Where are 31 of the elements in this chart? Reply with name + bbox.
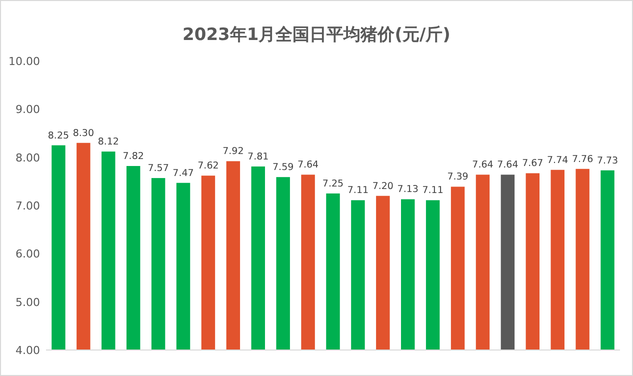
data-label: 7.62 [198, 160, 219, 172]
y-tick-label: 10.00 [8, 55, 40, 68]
y-tick-label: 4.00 [16, 344, 40, 357]
data-label: 7.13 [397, 184, 418, 196]
data-label: 7.76 [572, 154, 594, 165]
data-label: 7.11 [347, 185, 369, 196]
data-label: 8.12 [98, 136, 119, 148]
data-label: 7.64 [497, 160, 518, 171]
data-label: 7.82 [122, 151, 144, 162]
data-label: 7.20 [372, 180, 394, 192]
data-label: 7.39 [447, 172, 468, 183]
data-label: 7.25 [322, 178, 344, 190]
data-label: 8.25 [48, 130, 70, 142]
data-label: 7.57 [148, 163, 169, 174]
chart-title: 2023年1月全国日平均猪价(元/斤) [182, 25, 450, 45]
data-label: 7.59 [272, 162, 294, 174]
y-tick-label: 6.00 [16, 248, 40, 261]
y-tick-label: 9.00 [16, 103, 40, 116]
data-label: 8.30 [72, 128, 94, 139]
data-label: 7.64 [472, 160, 494, 171]
data-label: 7.81 [248, 151, 269, 162]
data-label: 7.64 [297, 160, 319, 171]
data-label: 7.47 [172, 168, 194, 179]
data-label: 7.11 [422, 185, 444, 196]
y-tick-label: 8.00 [16, 151, 40, 164]
data-label: 7.73 [596, 155, 618, 166]
y-tick-label: 7.00 [16, 200, 40, 212]
y-tick-label: 5.00 [16, 296, 40, 309]
data-label: 7.92 [222, 146, 244, 158]
data-label: 7.74 [547, 154, 568, 166]
data-label: 7.67 [522, 158, 544, 170]
